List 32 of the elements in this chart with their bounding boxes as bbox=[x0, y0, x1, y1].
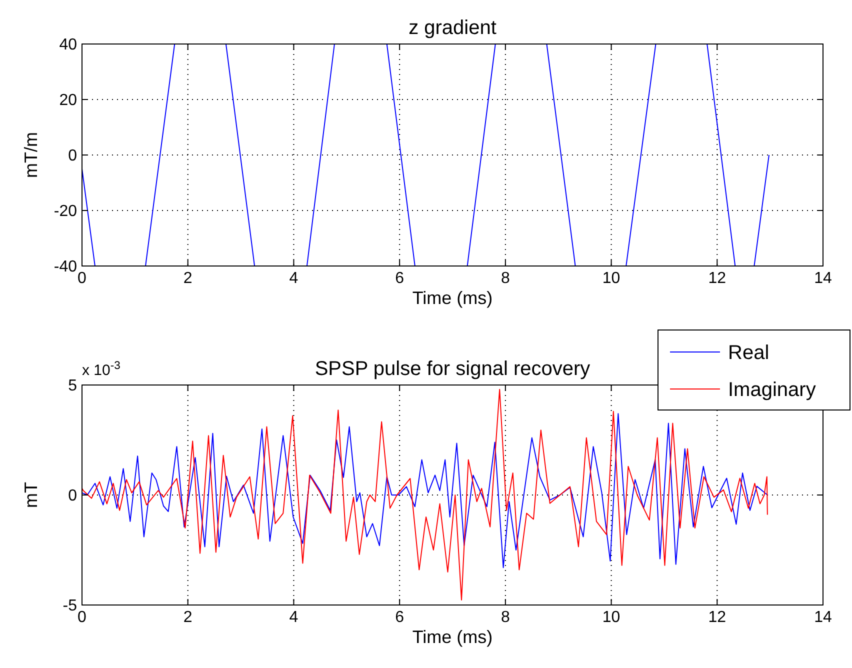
x-tick-label: 6 bbox=[395, 609, 404, 626]
text: x 10$^{-3}$ bbox=[82, 360, 120, 379]
x-tick-label: 12 bbox=[708, 270, 726, 287]
x-tick-label: 8 bbox=[500, 609, 510, 626]
y-tick-label: -40 bbox=[54, 258, 78, 276]
x-tick-label: 2 bbox=[183, 609, 192, 626]
y-tick-label: -20 bbox=[54, 203, 78, 220]
chart-title: z gradient bbox=[408, 17, 497, 39]
x-axis-title: Time (ms) bbox=[412, 288, 493, 308]
x-tick-label: 14 bbox=[814, 270, 832, 287]
legend-label: Real bbox=[728, 342, 770, 364]
line-series bbox=[82, 413, 768, 568]
y-axis-title: mT/m bbox=[21, 132, 41, 178]
y-axis-title: mT bbox=[21, 482, 41, 508]
x-tick-label: 2 bbox=[183, 270, 192, 287]
x-tick-label: 10 bbox=[602, 609, 620, 626]
x-tick-label: 10 bbox=[602, 270, 620, 287]
x-tick-label: 4 bbox=[289, 270, 298, 287]
y-tick-label: 0 bbox=[68, 148, 78, 165]
x-tick-label: 8 bbox=[500, 270, 510, 287]
x-tick-label: 4 bbox=[289, 609, 298, 626]
y-tick-label: 5 bbox=[68, 378, 78, 395]
legend-label: Imaginary bbox=[728, 379, 816, 401]
y-tick-label: 40 bbox=[59, 36, 78, 54]
y-tick-label: -5 bbox=[62, 598, 78, 615]
x-tick-label: 6 bbox=[395, 270, 404, 287]
y-tick-label: 0 bbox=[68, 488, 78, 505]
x-axis-title: Time (ms) bbox=[412, 627, 493, 647]
x-tick-label: 12 bbox=[708, 609, 726, 626]
y-tick-label: 20 bbox=[59, 92, 78, 110]
x-tick-label: 14 bbox=[814, 609, 832, 626]
chart-title: SPSP pulse for signal recovery bbox=[314, 358, 590, 380]
